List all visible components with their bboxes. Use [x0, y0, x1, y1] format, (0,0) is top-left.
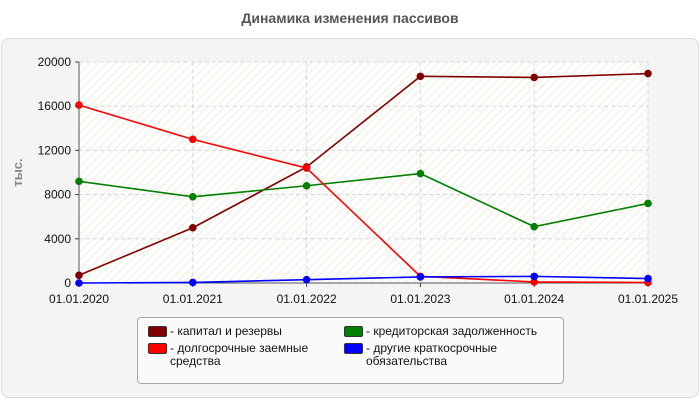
- series-line-0: [78, 72, 649, 277]
- chart-title: Динамика изменения пассивов: [241, 10, 459, 26]
- data-point: [189, 223, 197, 232]
- data-point: [530, 73, 539, 82]
- data-point: [416, 72, 425, 81]
- legend-item: - долгосрочные заемные средства: [148, 342, 338, 368]
- data-point: [75, 271, 83, 280]
- y-tick-label: 4000: [44, 232, 71, 246]
- legend-label: - долгосрочные заемные средства: [170, 341, 309, 368]
- legend-swatch: [344, 326, 363, 337]
- legend-label: - другие краткосрочные обязательства: [366, 341, 498, 368]
- x-tick-label: 01.01.2020: [49, 292, 109, 306]
- x-tick-label: 01.01.2024: [504, 292, 564, 306]
- plot-area: [79, 62, 648, 283]
- y-tick-label: 20000: [38, 55, 72, 69]
- data-point: [302, 181, 311, 190]
- legend-swatch: [148, 326, 167, 337]
- y-tick-label: 16000: [38, 99, 72, 113]
- data-point: [530, 272, 539, 281]
- y-axis-label: тыс.: [10, 158, 25, 186]
- y-tick-label: 8000: [44, 188, 71, 202]
- data-point: [75, 279, 83, 287]
- data-point: [416, 169, 425, 178]
- legend-swatch: [148, 343, 167, 354]
- data-point: [75, 177, 83, 186]
- data-point: [644, 199, 652, 208]
- data-point: [644, 69, 652, 78]
- y-tick-label: 0: [64, 276, 71, 290]
- x-tick-label: 01.01.2025: [618, 292, 678, 306]
- data-point: [189, 278, 197, 287]
- series-line-2: [78, 104, 649, 284]
- data-point: [416, 273, 425, 281]
- x-tick-label: 01.01.2021: [163, 292, 223, 306]
- data-point: [189, 193, 197, 201]
- legend-item: - капитал и резервы: [148, 325, 338, 338]
- series-line-1: [78, 172, 649, 228]
- x-tick-label: 01.01.2023: [390, 292, 450, 306]
- data-point: [302, 164, 311, 172]
- data-point: [75, 101, 83, 109]
- legend-label: - капитал и резервы: [170, 324, 282, 338]
- legend-item: - кредиторская задолженность: [344, 325, 559, 338]
- x-tick-label: 01.01.2022: [277, 292, 337, 306]
- legend-swatch: [344, 343, 363, 354]
- y-tick-label: 12000: [38, 143, 72, 157]
- data-point: [530, 222, 539, 231]
- legend-item: - другие краткосрочные обязательства: [344, 342, 559, 368]
- data-point: [189, 135, 197, 144]
- series-line-3: [78, 275, 649, 284]
- legend: - капитал и резервы - кредиторская задолж…: [137, 317, 564, 384]
- data-point: [302, 275, 311, 284]
- legend-label: - кредиторская задолженность: [366, 324, 538, 338]
- data-point: [644, 274, 652, 283]
